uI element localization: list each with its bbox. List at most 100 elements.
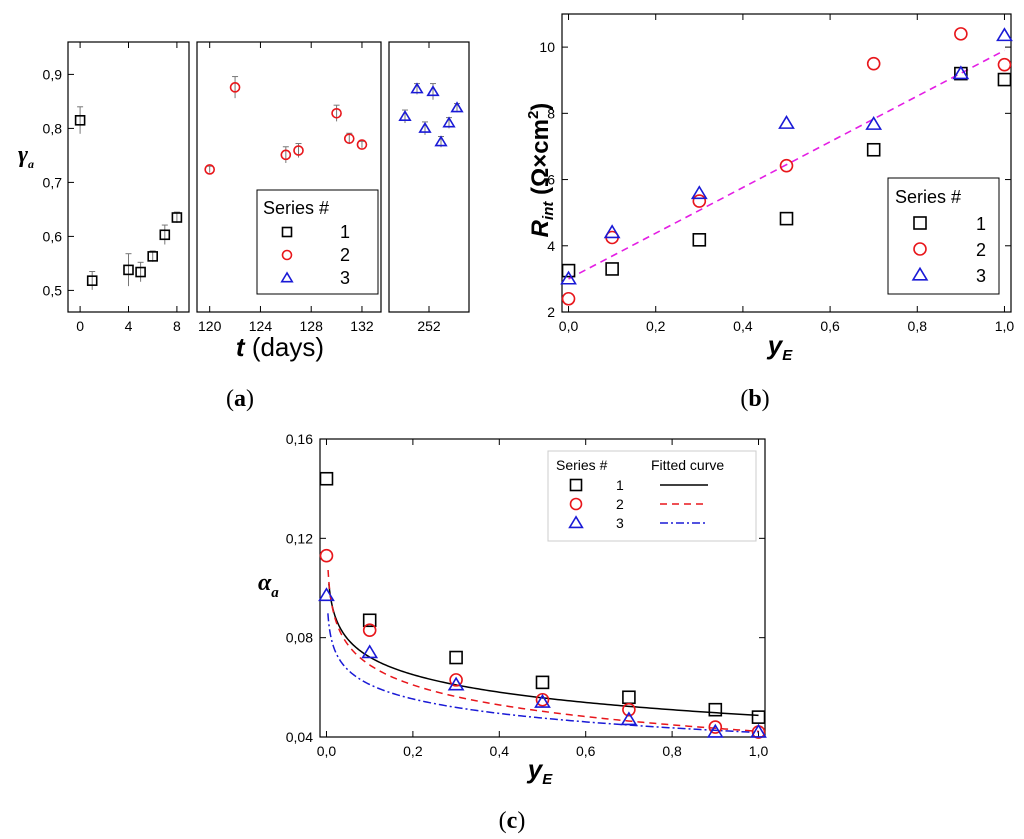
y-tick-label-b: 8 [547,105,555,121]
data-point-c-series-2 [535,692,550,707]
y-axis-label-c: αa [258,570,279,601]
data-point-c-series-1 [751,710,766,724]
x-tick-label-a: 4 [125,318,133,334]
data-point-a-series-3 [434,135,448,147]
data-point-a-series-3 [442,116,456,128]
x-axis-label-c: yE [526,754,553,788]
data-point-a-series-1 [159,229,171,241]
data-point-a-series-3 [398,109,412,121]
data-point-c-series-3 [361,644,379,659]
x-tick-label-a: 120 [198,318,222,334]
x-tick-label-c: 0,0 [317,743,337,759]
y-tick-label-a: 0,6 [43,228,63,244]
y-tick-label-b: 6 [547,172,555,188]
data-point-b-series-1 [997,72,1012,87]
legend-marker-b [913,216,927,230]
data-point-b-series-2 [866,56,881,71]
panel-c: 0,0 0,2 0,4 0,6 0,8 1,0 0,04 0,08 0,12 0,16 αa yE Se… [258,431,768,788]
data-point-c-series-3 [750,723,767,738]
legend-marker-c [568,515,584,529]
data-point-b-series-2 [692,194,707,208]
data-point-a-series-1 [86,275,98,286]
legend-label-a: 2 [340,245,350,265]
data-point-a-series-2 [280,149,292,161]
data-point-c-series-3 [534,693,551,708]
legend-marker-c [569,478,583,492]
data-point-a-series-1 [123,264,134,276]
legend-a: Series # 1 2 3 [256,189,379,295]
legend-label-a: 1 [340,222,350,242]
legend-marker-b [911,266,929,281]
data-point-a-series-2 [293,145,304,156]
x-tick-label-c: 0,8 [662,743,682,759]
fit-line-b [568,49,1005,280]
x-tick-label-a: 128 [300,318,324,334]
data-point-a-series-1 [135,266,146,278]
legend-marker-c [569,497,583,511]
data-point-a-series-2 [331,107,342,119]
data-point-c-series-3 [447,676,465,691]
data-point-b-series-3 [778,115,795,129]
y-tick-label-c: 0,12 [286,530,313,546]
data-point-a-series-3 [426,85,440,97]
data-point-c-series-1 [622,690,636,705]
legend-title-b: Series # [895,187,961,207]
y-axis-label-b: Rint (Ω×cm2) [525,103,557,238]
data-point-b-series-3 [952,65,970,80]
axes-frame-a-2 [196,41,382,313]
x-tick-label-a: 124 [249,318,273,334]
legend-label-b: 3 [976,266,986,286]
fitted-curve-c-series-1 [328,583,759,717]
data-point-a-series-2 [343,133,355,144]
x-tick-label-b: 0,8 [908,318,928,334]
data-point-c-series-2 [362,623,377,638]
legend-box-b [887,177,1000,295]
axes-frame-b [561,13,1012,313]
legend-marker-a [281,249,293,261]
data-point-a-series-2 [356,139,368,150]
data-point-b-series-2 [561,291,576,306]
x-tick-label-b: 0,4 [733,318,753,334]
caption-a: (a) [226,386,254,412]
panel-b: 0,0 0,2 0,4 0,6 0,8 1,0 2 4 6 8 10 Rint (Ω×cm2) yE Se… [525,13,1015,364]
data-point-c-series-1 [535,675,550,690]
legend-label-c: 2 [616,496,624,512]
y-tick-label-b: 10 [539,39,555,55]
data-point-b-series-2 [779,158,794,173]
x-tick-label-a: 132 [350,318,374,334]
data-point-b-series-1 [561,263,576,278]
data-point-c-series-2 [449,673,463,687]
data-point-b-series-3 [690,185,708,200]
data-point-b-series-3 [560,270,577,285]
data-point-c-series-1 [362,613,377,628]
x-tick-label-c: 1,0 [749,743,769,759]
y-tick-label-a: 0,8 [43,120,63,136]
data-point-b-series-3 [603,224,621,239]
x-tick-label-c: 0,2 [403,743,423,759]
data-point-a-series-2 [204,164,215,175]
y-tick-label-c: 0,08 [286,630,313,646]
data-point-c-series-2 [708,720,723,734]
data-point-a-series-3 [450,101,464,113]
axes-frame-a-3 [388,41,470,313]
x-tick-label-a: 8 [173,318,181,334]
y-tick-label-b: 2 [547,304,555,320]
axes-frame-c [319,438,766,738]
caption-b: (b) [740,386,769,412]
data-point-a-series-1 [147,251,158,262]
legend-marker-b [913,242,927,256]
legend-label-a: 3 [340,268,350,288]
legend-label-b: 2 [976,240,986,260]
x-tick-label-a: 0 [76,318,84,334]
data-point-a-series-1 [171,212,183,223]
data-point-a-series-3 [410,82,424,94]
y-tick-label-a: 0,9 [43,66,63,82]
legend-curve-title-c: Fitted curve [651,457,724,473]
legend-b: Series # 1 2 3 [887,177,1000,295]
x-tick-label-b: 1,0 [995,318,1015,334]
legend-marker-a [281,226,293,238]
data-point-c-series-1 [708,702,723,717]
legend-c: Series # Fitted curve 1 2 3 [547,450,757,542]
data-point-c-series-3 [318,587,335,602]
